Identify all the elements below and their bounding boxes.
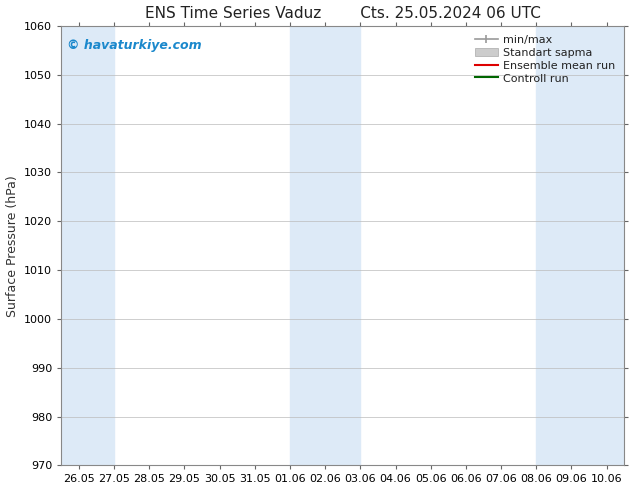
Title: ENS Time Series Vaduz        Cts. 25.05.2024 06 UTC: ENS Time Series Vaduz Cts. 25.05.2024 06…	[145, 5, 541, 21]
Y-axis label: Surface Pressure (hPa): Surface Pressure (hPa)	[6, 175, 18, 317]
Bar	[325, 26, 360, 466]
Bar	[290, 26, 325, 466]
Legend: min/max, Standart sapma, Ensemble mean run, Controll run: min/max, Standart sapma, Ensemble mean r…	[472, 31, 619, 87]
Bar	[61, 26, 114, 466]
Text: © havaturkiye.com: © havaturkiye.com	[67, 39, 202, 52]
Bar	[536, 26, 571, 466]
Bar	[571, 26, 624, 466]
